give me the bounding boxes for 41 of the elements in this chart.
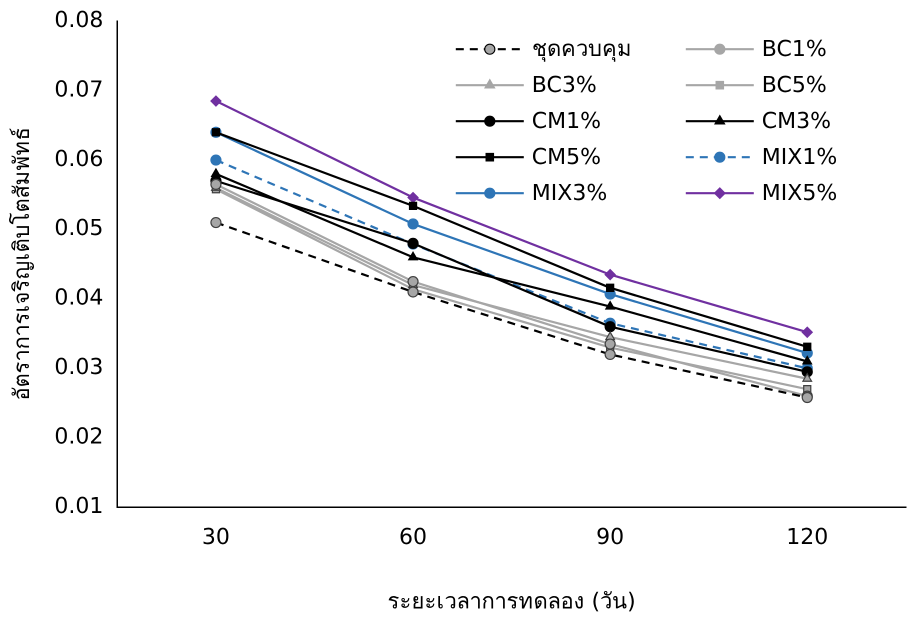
legend-label: CM5% bbox=[532, 144, 602, 170]
y-tick-label: 0.06 bbox=[54, 146, 104, 172]
point bbox=[802, 326, 813, 338]
x-tick-label: 90 bbox=[596, 525, 624, 550]
y-tick-label: 0.02 bbox=[54, 424, 104, 450]
point bbox=[605, 300, 616, 310]
x-tick-label: 60 bbox=[399, 525, 428, 550]
y-tick-label: 0.07 bbox=[54, 77, 104, 102]
y-tick-label: 0.05 bbox=[54, 216, 104, 242]
point bbox=[803, 342, 812, 351]
y-tick-label: 0.08 bbox=[54, 8, 104, 33]
legend-label: BC5% bbox=[762, 72, 827, 98]
point bbox=[407, 218, 419, 230]
legend-label: MIX3% bbox=[532, 180, 608, 206]
point bbox=[210, 95, 222, 107]
legend-label: CM1% bbox=[532, 108, 602, 134]
x-axis-title: ระยะเวลาการทดลอง (วัน) bbox=[388, 590, 636, 615]
y-tick-label: 0.03 bbox=[54, 355, 104, 380]
point bbox=[407, 192, 419, 204]
y-tick-label: 0.04 bbox=[54, 286, 104, 311]
point bbox=[802, 373, 812, 382]
x-tick-label: 30 bbox=[202, 525, 230, 550]
legend-label: CM3% bbox=[762, 108, 832, 134]
legend-label: MIX5% bbox=[762, 180, 838, 206]
point bbox=[407, 276, 419, 288]
point bbox=[408, 202, 418, 210]
point bbox=[408, 252, 418, 260]
point bbox=[802, 356, 812, 364]
legend-label: BC1% bbox=[762, 36, 827, 62]
legend-label: BC3% bbox=[532, 72, 597, 98]
point bbox=[604, 338, 616, 350]
legend-label: MIX1% bbox=[762, 144, 838, 170]
point bbox=[606, 284, 614, 292]
point bbox=[210, 178, 222, 190]
point bbox=[604, 321, 616, 332]
y-tick-label: 0.01 bbox=[54, 494, 104, 519]
point bbox=[604, 269, 616, 280]
point bbox=[210, 154, 222, 166]
legend-label: ชุดควบคุม bbox=[532, 36, 632, 62]
y-axis-title: อัตราการเจริญเติบโตสัมพัทธ์ bbox=[8, 128, 35, 401]
x-tick-label: 120 bbox=[786, 525, 828, 550]
